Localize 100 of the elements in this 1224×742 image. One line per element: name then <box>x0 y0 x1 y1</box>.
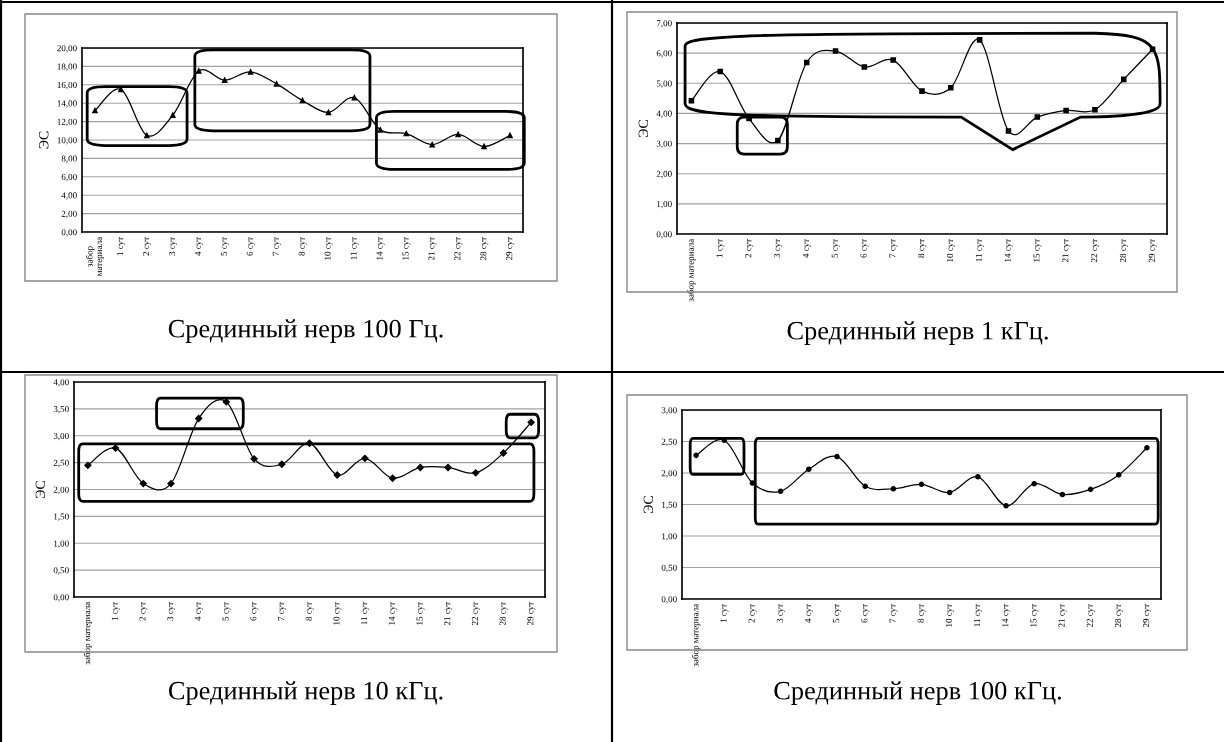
point <box>1120 76 1127 83</box>
y-tick-label: 12,00 <box>57 118 77 127</box>
x-tick-label: 28 сут <box>1114 603 1123 628</box>
point <box>299 97 306 104</box>
y-axis-title: ЭС <box>638 120 648 137</box>
x-tick-label: 22 сут <box>1091 238 1100 263</box>
y-tick-label: 3,00 <box>53 432 69 441</box>
point <box>919 88 925 94</box>
x-tick-label: 3 сут <box>167 601 176 621</box>
x-tick-label: 1 сут <box>720 603 729 623</box>
x-tick-label: забор материала <box>691 603 701 667</box>
point <box>444 463 452 472</box>
point <box>273 81 280 87</box>
x-tick-label: забор материала <box>86 236 104 276</box>
y-tick-label: 1,50 <box>54 513 69 521</box>
point <box>1144 445 1150 451</box>
y-tick-label: 0,00 <box>656 231 672 239</box>
x-tick-label: 14 сут <box>376 236 385 260</box>
point <box>1092 107 1098 113</box>
y-axis-title: ЭС <box>35 481 45 498</box>
point <box>775 137 781 144</box>
point <box>84 461 92 469</box>
point <box>111 444 120 452</box>
x-tick-label: 6 сут <box>250 601 259 621</box>
x-tick-label: 22 сут <box>1086 603 1095 628</box>
x-tick-label: 10 сут <box>945 603 954 627</box>
point <box>388 474 397 482</box>
text: Срединный нерв 10 кГц. <box>168 681 443 705</box>
x-tick-label: 29 сут <box>527 601 536 626</box>
point <box>1149 46 1156 53</box>
x-tick-label: 10 сут <box>324 236 333 260</box>
point <box>472 469 480 477</box>
point <box>222 398 231 406</box>
y-tick-label: 0,00 <box>661 596 677 604</box>
point <box>170 112 176 118</box>
x-tick-label: 4 сут <box>802 238 811 258</box>
point <box>693 452 699 459</box>
point <box>403 130 410 137</box>
text: Срединный нерв 100 Гц. <box>168 319 443 343</box>
x-tick-label: 14 сут <box>1002 603 1011 627</box>
y-tick-label: 3,00 <box>656 140 672 149</box>
x-tick-label: 5 сут <box>222 601 231 621</box>
point <box>1115 472 1122 478</box>
x-tick-label: 5 сут <box>220 236 229 256</box>
point <box>455 131 461 138</box>
y-tick-label: 2,00 <box>661 470 677 478</box>
y-axis-title: ЭС <box>39 131 49 149</box>
y-tick-label: 6,00 <box>656 50 672 58</box>
y-tick-label: 3,00 <box>661 407 677 415</box>
y-tick-label: 10,00 <box>57 137 77 145</box>
x-tick-label: 11 сут <box>974 603 982 627</box>
y-tick-label: 2,00 <box>53 486 69 495</box>
x-tick-label: 1 сут <box>111 601 120 621</box>
point <box>92 107 98 114</box>
y-tick-label: 4,00 <box>61 192 77 200</box>
y-tick-label: 3,50 <box>53 406 69 414</box>
x-tick-label: 11 сут <box>361 601 370 625</box>
y-tick-label: 0,00 <box>53 594 69 602</box>
point <box>499 449 508 457</box>
y-tick-label: 0,00 <box>61 229 77 237</box>
point <box>481 143 487 150</box>
point <box>305 439 314 447</box>
x-tick-label: 14 сут <box>1004 238 1013 262</box>
x-tick-label: забор материала <box>687 238 696 302</box>
point <box>1063 107 1069 114</box>
point <box>429 141 435 148</box>
x-tick-label: 5 сут <box>831 238 840 258</box>
x-tick-label: 11 сут <box>975 238 984 262</box>
point <box>688 97 695 104</box>
point <box>139 479 147 488</box>
point <box>247 69 254 75</box>
point <box>832 48 839 54</box>
x-tick-label: забор материала <box>83 601 93 665</box>
point <box>221 77 228 83</box>
point <box>717 68 724 75</box>
x-tick-label: 8 сут <box>918 238 927 258</box>
point <box>195 68 202 74</box>
x-tick-label: 6 сут <box>246 236 255 256</box>
point <box>1031 480 1037 487</box>
text: Срединный нерв 100 кГц. <box>774 681 1061 705</box>
y-tick-label: 1,00 <box>54 540 69 548</box>
point <box>325 109 332 116</box>
y-tick-label: 1,00 <box>662 533 677 541</box>
point <box>507 132 513 139</box>
x-tick-label: 8 сут <box>917 603 926 623</box>
x-tick-label: 7 сут <box>889 238 898 258</box>
y-tick-label: 16,00 <box>57 81 77 90</box>
y-tick-label: 4,00 <box>53 379 69 387</box>
point <box>361 454 369 462</box>
y-tick-label: 0,50 <box>661 564 677 573</box>
x-tick-label: 3 сут <box>776 603 785 623</box>
x-tick-label: 1 сут <box>716 238 725 258</box>
y-tick-label: 1,50 <box>662 501 677 510</box>
y-tick-label: 2,50 <box>53 459 69 468</box>
point <box>946 489 953 496</box>
x-tick-label: 21 сут <box>1062 238 1071 263</box>
x-tick-label: 3 сут <box>168 236 177 256</box>
point <box>861 64 868 70</box>
x-tick-label: 2 сут <box>748 603 757 623</box>
x-tick-label: 15 сут <box>1033 238 1042 262</box>
